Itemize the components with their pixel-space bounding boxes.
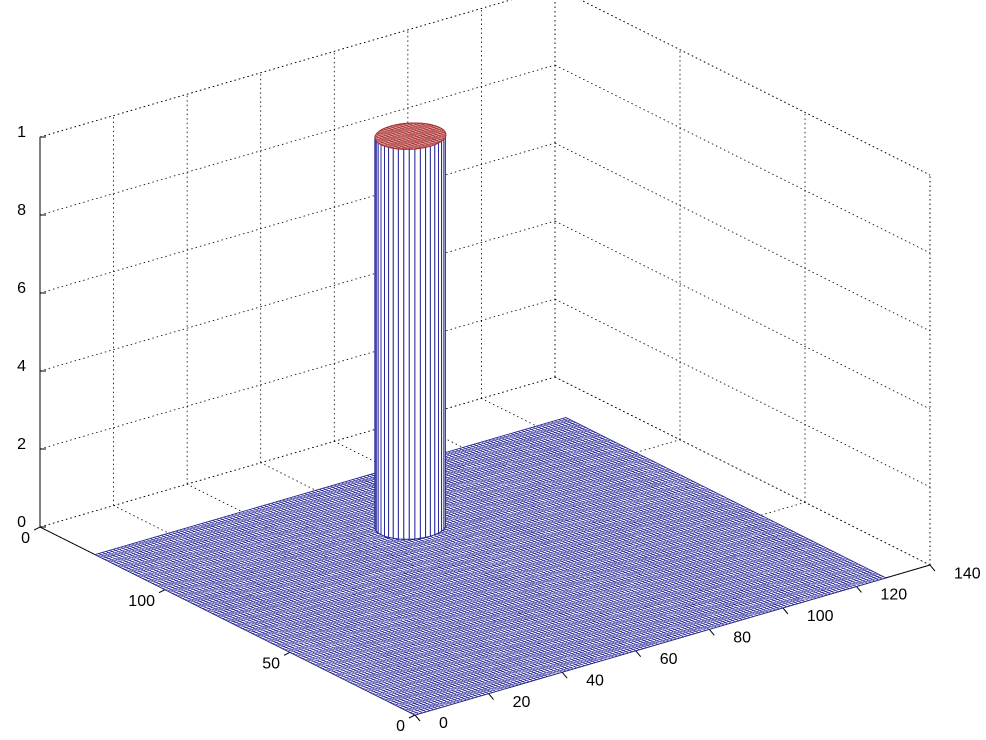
y-tick-label: 50 [262,656,280,673]
peak-wall [429,144,436,537]
peak-top-mesh [374,122,447,150]
z-tick-label: 2 [17,436,26,453]
peak-wall [408,148,416,540]
x-tick-label: 100 [807,608,834,625]
z-tick-label: 4 [17,358,26,375]
peak-wall [434,142,439,536]
y-tick-label: 0 [396,718,405,735]
x-tick-label: 60 [660,651,678,668]
grid-line [39,298,556,450]
x-tick-label: 80 [733,630,751,647]
y-tick [408,714,416,719]
y-tick [283,651,291,656]
x-tick [414,714,421,722]
x-tick [561,671,568,679]
box-edge [39,0,512,138]
x-tick-label: 20 [513,694,531,711]
grid-line [39,64,556,216]
peak-wall [443,135,446,531]
x-tick-label: 140 [954,565,981,582]
peak-wall [384,145,390,539]
z-tick-label: 6 [17,280,26,297]
box-edge [579,0,931,176]
y-tick [158,589,166,594]
peak-wall [403,148,410,540]
x-tick [929,564,936,572]
peak-wall [414,147,421,540]
z-tick-label: 1 [17,124,26,141]
z-tick-label: 0 [17,514,26,531]
grid-line [39,0,512,138]
peak-wall [419,146,427,539]
grid-line [39,376,556,528]
x-tick [488,693,494,700]
x-tick [856,586,862,593]
x-tick [708,628,715,636]
x-tick-label: 40 [586,672,604,689]
peak-wall [388,146,394,539]
x-tick [635,650,642,658]
y-tick-label: 0 [21,530,30,547]
grid-line [554,220,931,410]
grid-line [39,220,556,372]
peak-wall [397,148,405,540]
y-tick-label: 100 [128,593,155,610]
x-tick-label: 120 [880,587,907,604]
grid-line [554,64,931,254]
y-tick [33,526,41,531]
z-tick-label: 8 [17,202,26,219]
grid-line [579,0,931,176]
peak-wall [392,147,399,540]
x-tick-label: 0 [439,715,448,732]
peak-wall [425,145,431,539]
grid-line [39,142,556,294]
peak-wall [380,143,385,537]
x-tick [782,607,789,615]
grid-line [554,142,931,332]
